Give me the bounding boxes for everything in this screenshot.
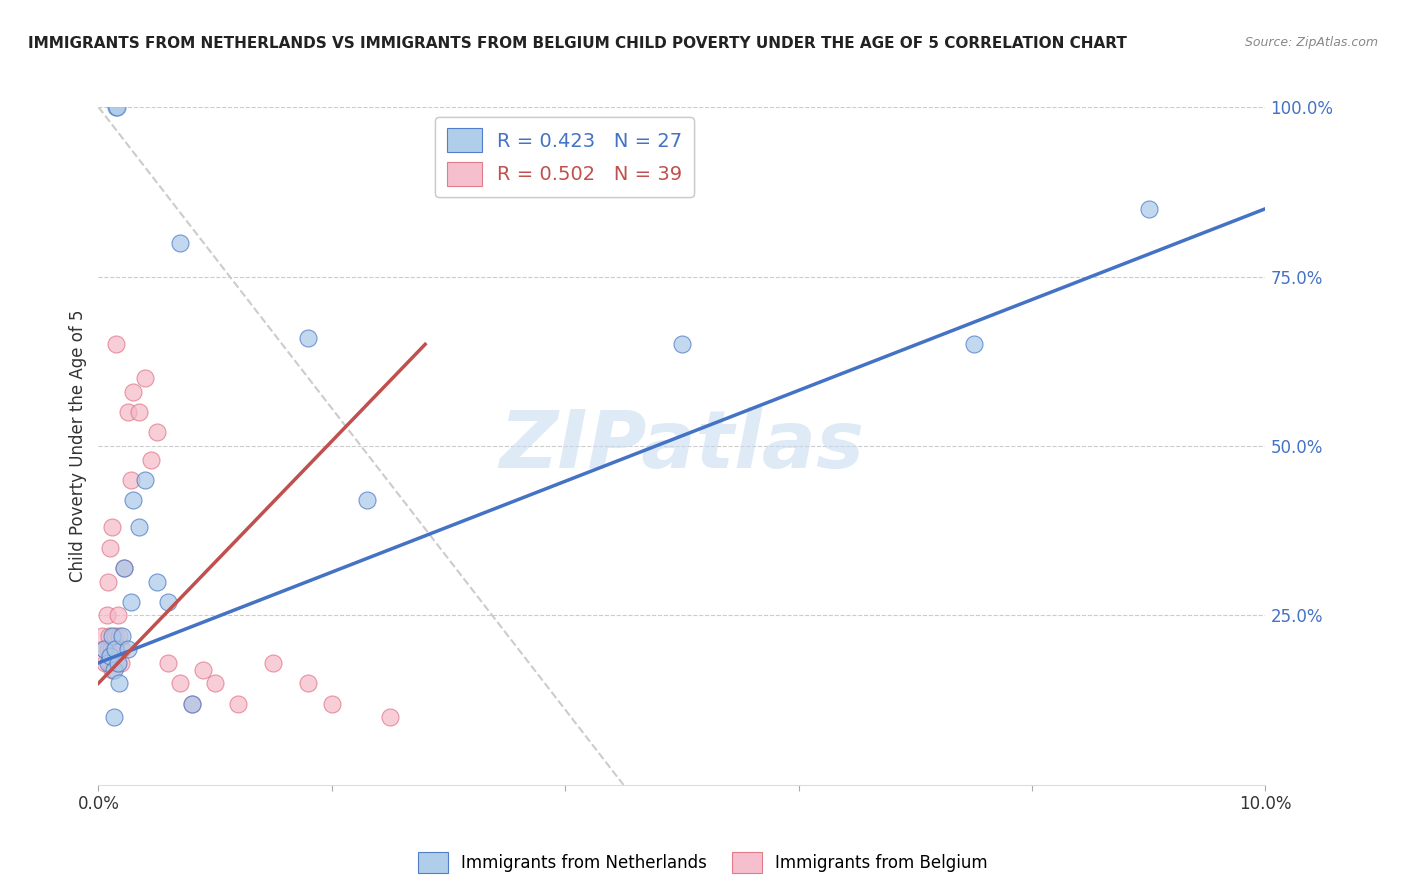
Point xyxy=(180,697,202,711)
Point xyxy=(112,561,135,575)
Point xyxy=(297,330,319,344)
Point xyxy=(128,405,150,419)
Point xyxy=(1137,202,1160,216)
Point xyxy=(97,656,120,670)
Point xyxy=(97,642,120,657)
Point xyxy=(97,574,120,589)
Y-axis label: Child Poverty Under the Age of 5: Child Poverty Under the Age of 5 xyxy=(69,310,87,582)
Point xyxy=(180,697,202,711)
Point xyxy=(108,629,131,643)
Point xyxy=(93,642,115,657)
Point xyxy=(297,676,319,690)
Point xyxy=(157,656,180,670)
Point xyxy=(101,663,124,677)
Point xyxy=(380,710,402,724)
Point xyxy=(112,561,135,575)
Point xyxy=(111,629,134,643)
Point xyxy=(193,663,215,677)
Point xyxy=(103,642,125,657)
Point xyxy=(104,337,127,351)
Point xyxy=(117,405,139,419)
Point xyxy=(98,656,121,670)
Point xyxy=(105,100,128,114)
Point xyxy=(134,371,156,385)
Point xyxy=(108,676,131,690)
Point xyxy=(204,676,226,690)
Point xyxy=(100,642,122,657)
Point xyxy=(122,384,145,399)
Point xyxy=(128,520,150,534)
Point xyxy=(105,656,128,670)
Point xyxy=(671,337,693,351)
Point xyxy=(104,629,127,643)
Point xyxy=(107,608,129,623)
Point xyxy=(146,574,169,589)
Point xyxy=(104,642,127,657)
Point xyxy=(98,649,121,664)
Point xyxy=(120,595,142,609)
Point xyxy=(98,541,121,555)
Point xyxy=(356,493,378,508)
Point xyxy=(101,629,124,643)
Point xyxy=(104,100,127,114)
Point xyxy=(94,656,117,670)
Point xyxy=(134,473,156,487)
Point xyxy=(96,608,118,623)
Point xyxy=(90,629,112,643)
Point xyxy=(93,642,115,657)
Legend: Immigrants from Netherlands, Immigrants from Belgium: Immigrants from Netherlands, Immigrants … xyxy=(411,846,995,880)
Point xyxy=(139,452,162,467)
Point xyxy=(169,676,191,690)
Point xyxy=(263,656,285,670)
Text: ZIPatlas: ZIPatlas xyxy=(499,407,865,485)
Point xyxy=(107,656,129,670)
Point xyxy=(117,642,139,657)
Point xyxy=(101,520,124,534)
Point xyxy=(169,235,191,250)
Point xyxy=(110,656,132,670)
Legend: R = 0.423   N = 27, R = 0.502   N = 39: R = 0.423 N = 27, R = 0.502 N = 39 xyxy=(434,117,695,197)
Point xyxy=(228,697,250,711)
Point xyxy=(157,595,180,609)
Point xyxy=(122,493,145,508)
Point xyxy=(146,425,169,440)
Point xyxy=(321,697,343,711)
Text: IMMIGRANTS FROM NETHERLANDS VS IMMIGRANTS FROM BELGIUM CHILD POVERTY UNDER THE A: IMMIGRANTS FROM NETHERLANDS VS IMMIGRANT… xyxy=(28,36,1128,51)
Text: Source: ZipAtlas.com: Source: ZipAtlas.com xyxy=(1244,36,1378,49)
Point xyxy=(97,629,120,643)
Point xyxy=(104,642,127,657)
Point xyxy=(103,710,125,724)
Point xyxy=(103,663,125,677)
Point xyxy=(962,337,984,351)
Point xyxy=(120,473,142,487)
Point xyxy=(111,642,134,657)
